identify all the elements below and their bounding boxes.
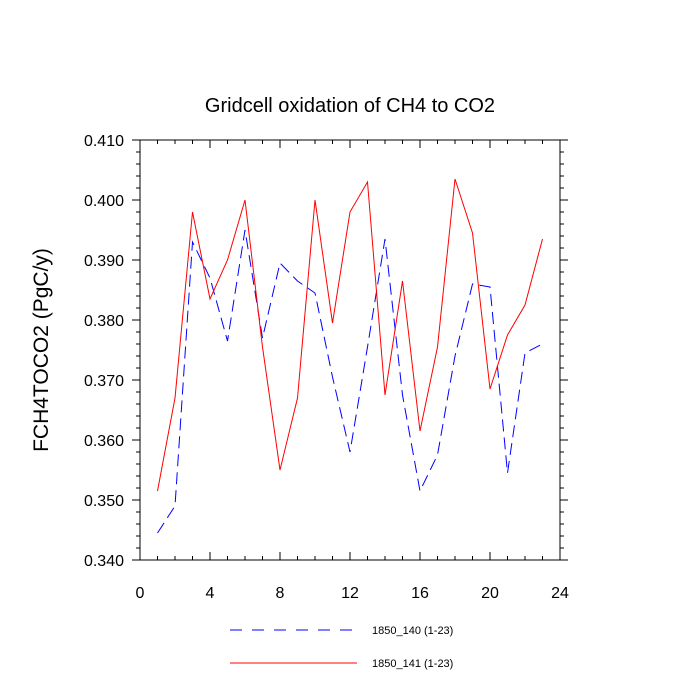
y-tick-label: 0.390 [84,253,124,270]
x-tick-label: 20 [481,585,499,602]
x-tick-label: 16 [411,585,429,602]
y-tick-label: 0.370 [84,373,124,390]
y-tick-label: 0.380 [84,313,124,330]
series-line-2 [157,178,543,492]
y-tick-label: 0.360 [84,433,124,450]
y-axis-label: FCH4TOCO2 (PgC/y) [30,248,53,452]
legend-label-2: 1850_141 (1-23) [372,658,453,670]
series-line-1 [157,229,543,534]
x-tick-label: 24 [551,585,569,602]
x-tick-label: 12 [341,585,359,602]
x-tick-label: 8 [276,585,285,602]
y-tick-label: 0.340 [84,553,124,570]
x-tick-label: 4 [206,585,215,602]
chart-title: Gridcell oxidation of CH4 to CO2 [205,95,495,117]
y-tick-label: 0.410 [84,133,124,150]
axis-tick-labels: 0 4 8 12 16 20 24 0.340 0.350 0.360 0.370 0.380 0.39… [84,133,569,602]
axis-ticks [132,139,568,561]
x-tick-label: 0 [136,585,145,602]
series-layer [157,178,543,534]
legend-label-1: 1850_140 (1-23) [372,625,453,637]
y-tick-label: 0.400 [84,193,124,210]
y-tick-label: 0.350 [84,493,124,510]
legend: 1850_140 (1-23) 1850_141 (1-23) [230,625,453,670]
